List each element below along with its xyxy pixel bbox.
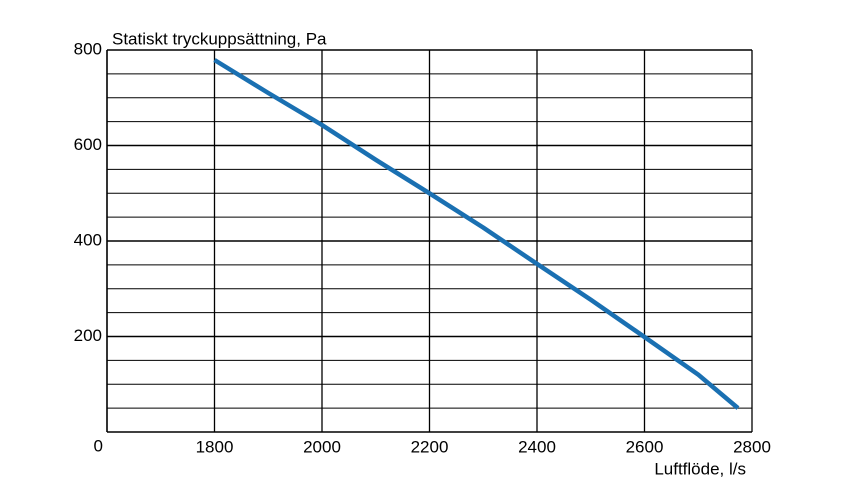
y-tick-label: 200 <box>74 326 102 345</box>
y-tick-label: 400 <box>74 230 102 249</box>
x-tick-label: 2600 <box>626 437 664 456</box>
x-tick-label: 2200 <box>411 437 449 456</box>
x-tick-label: 2400 <box>518 437 556 456</box>
x-axis-title: Luftflöde, l/s <box>654 459 746 478</box>
y-tick-label: 600 <box>74 135 102 154</box>
y-tick-label: 0 <box>94 436 103 455</box>
data-line <box>213 58 740 410</box>
x-tick-label: 2000 <box>303 437 341 456</box>
y-tick-label: 800 <box>74 39 102 58</box>
y-axis-title: Statiskt tryckuppsättning, Pa <box>112 29 327 48</box>
x-tick-label: 2800 <box>733 437 771 456</box>
x-tick-label: 1800 <box>196 437 234 456</box>
